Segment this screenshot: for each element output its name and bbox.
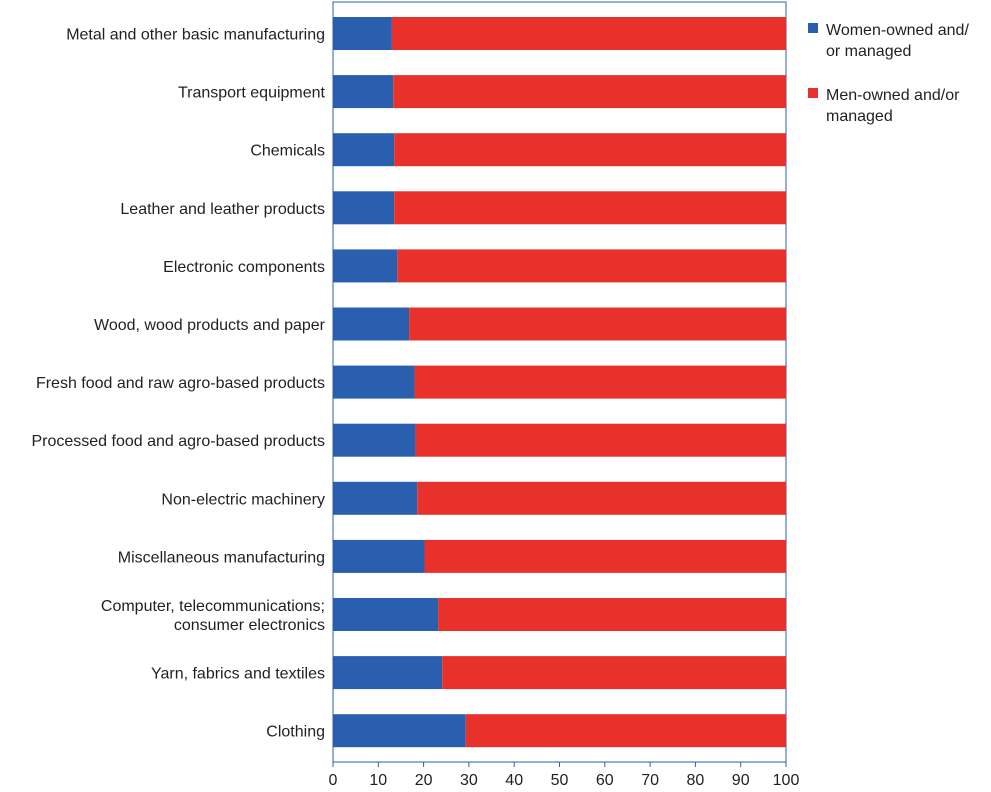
category-label: Chemicals xyxy=(250,143,325,160)
category-label: Electronic components xyxy=(163,259,325,276)
bar-segment-women-8 xyxy=(333,481,418,515)
legend: Women-owned and/or managed Men-owned and/… xyxy=(808,22,969,125)
category-label: consumer electronics xyxy=(174,617,325,634)
bar-segment-men-12 xyxy=(465,714,786,748)
x-axis-ticks: 0 10 20 30 40 50 60 70 80 90 100 xyxy=(329,762,800,789)
x-tick-label: 70 xyxy=(641,772,659,789)
x-tick-label: 100 xyxy=(773,772,800,789)
bar-segment-women-12 xyxy=(333,714,466,748)
bar-segment-men-9 xyxy=(424,539,786,573)
category-label: Processed food and agro-based products xyxy=(31,433,325,450)
x-tick-label: 50 xyxy=(551,772,569,789)
bar-segment-men-7 xyxy=(415,423,786,457)
x-tick-label: 30 xyxy=(460,772,478,789)
bar-segment-women-5 xyxy=(333,307,410,341)
x-tick-label: 40 xyxy=(505,772,523,789)
category-label: Miscellaneous manufacturing xyxy=(118,549,325,566)
category-label: Transport equipment xyxy=(178,85,326,102)
bar-segment-men-0 xyxy=(391,17,786,50)
category-label: Fresh food and raw agro-based products xyxy=(36,375,325,392)
bar-segment-women-1 xyxy=(333,75,394,109)
x-tick-label: 20 xyxy=(415,772,433,789)
category-label: Wood, wood products and paper xyxy=(94,317,326,334)
category-label: Yarn, fabrics and textiles xyxy=(151,666,325,683)
bar-segment-men-10 xyxy=(438,598,786,631)
bar-segment-men-2 xyxy=(394,133,786,167)
legend-label-men: Men-owned and/or xyxy=(826,87,960,104)
bar-segment-men-11 xyxy=(442,656,786,690)
legend-swatch-men xyxy=(808,88,818,98)
bar-segment-men-3 xyxy=(394,191,786,225)
x-tick-label: 60 xyxy=(596,772,614,789)
legend-label-women: or managed xyxy=(826,43,911,60)
x-tick-label: 80 xyxy=(687,772,705,789)
bar-segment-women-0 xyxy=(333,17,392,50)
category-label: Clothing xyxy=(266,724,325,741)
bar-segment-women-10 xyxy=(333,598,439,631)
bar-segment-women-6 xyxy=(333,365,415,399)
category-labels: Metal and other basic manufacturing Trans… xyxy=(31,27,325,741)
legend-label-women: Women-owned and/ xyxy=(826,22,969,39)
bar-segment-men-4 xyxy=(397,249,786,283)
category-label: Non-electric machinery xyxy=(161,491,325,508)
x-tick-label: 10 xyxy=(369,772,387,789)
category-label: Computer, telecommunications; xyxy=(101,598,325,615)
bar-segment-women-7 xyxy=(333,423,416,457)
bar-segment-men-6 xyxy=(414,365,786,399)
bar-segment-women-2 xyxy=(333,133,395,167)
bar-segment-men-1 xyxy=(393,75,786,109)
legend-label-men: managed xyxy=(826,108,893,125)
bar-segment-women-4 xyxy=(333,249,398,283)
bars-group xyxy=(333,17,786,748)
category-label: Metal and other basic manufacturing xyxy=(66,27,325,44)
bar-segment-women-9 xyxy=(333,539,425,573)
x-tick-label: 90 xyxy=(732,772,750,789)
bar-segment-women-11 xyxy=(333,656,443,690)
bar-segment-men-5 xyxy=(409,307,786,341)
bar-segment-women-3 xyxy=(333,191,395,225)
x-tick-label: 0 xyxy=(329,772,338,789)
category-label: Leather and leather products xyxy=(120,201,325,218)
legend-swatch-women xyxy=(808,23,818,33)
bar-segment-men-8 xyxy=(417,481,786,515)
